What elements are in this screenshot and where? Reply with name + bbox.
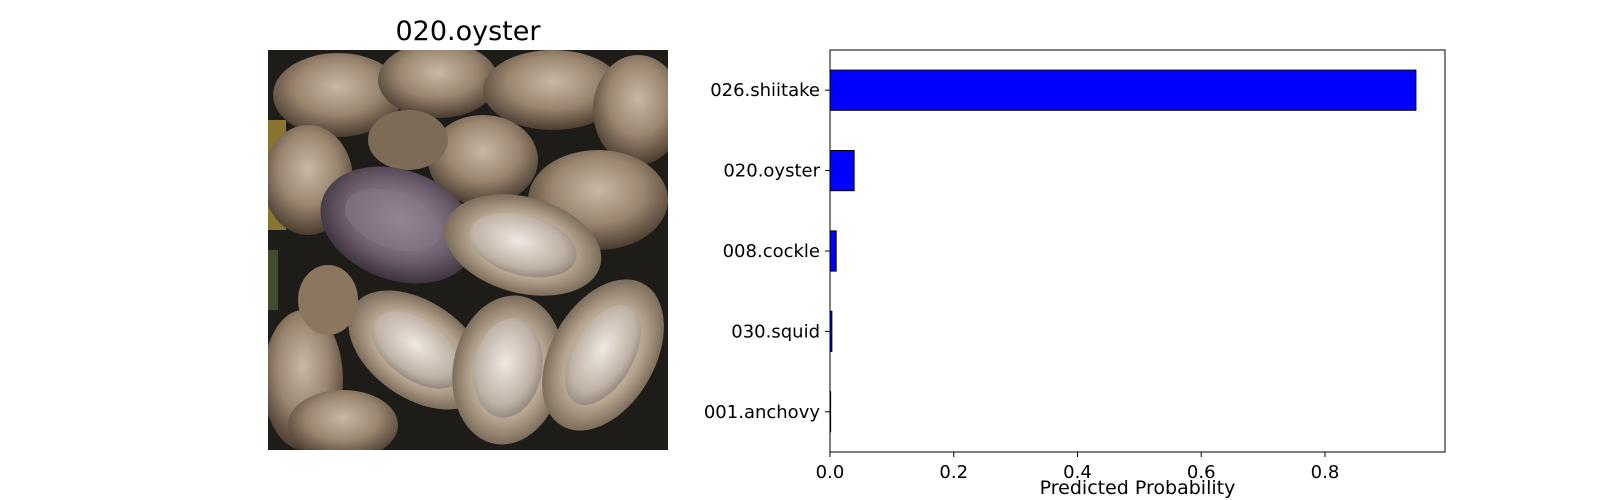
x-tick-label: 0.0	[816, 462, 845, 483]
oyster-photo	[268, 50, 668, 450]
x-tick-label: 0.4	[1063, 462, 1092, 483]
y-tick-label: 001.anchovy	[704, 402, 820, 423]
y-ticks-layer: 026.shiitake 020.oyster 008.cockle 030.squi…	[704, 80, 830, 423]
oyster-photo-illustration	[268, 50, 668, 450]
x-tick-label: 0.2	[939, 462, 968, 483]
bars-layer	[829, 69, 1417, 433]
bar-008.cockle	[829, 230, 837, 272]
y-tick-label: 008.cockle	[723, 241, 820, 262]
y-tick-label: 026.shiitake	[710, 80, 820, 101]
x-axis-label: Predicted Probability	[1040, 477, 1236, 499]
x-tick-label: 0.6	[1187, 462, 1216, 483]
x-ticks-layer: 0.0 0.2 0.4 0.6 0.8	[816, 452, 1340, 483]
y-tick-label: 030.squid	[731, 321, 820, 342]
image-title: 020.oyster	[395, 16, 541, 47]
x-tick-label: 0.8	[1311, 462, 1340, 483]
y-tick-label: 020.oyster	[723, 161, 820, 182]
bar-020.oyster	[829, 150, 855, 192]
bar-026.shiitake	[829, 69, 1417, 111]
